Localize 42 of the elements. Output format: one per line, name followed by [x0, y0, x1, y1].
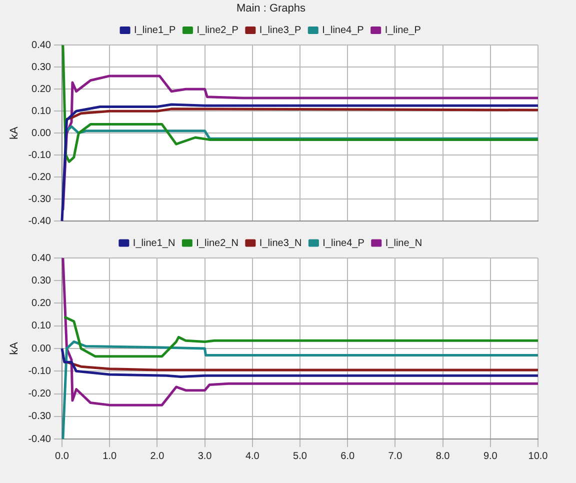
x-tick-label: 0.0	[55, 450, 70, 462]
x-tick-label: 2.0	[150, 450, 165, 462]
y-tick-label: 0.40	[32, 252, 52, 264]
legend-label: I_line2_N	[196, 238, 238, 249]
x-tick-label: 8.0	[436, 450, 450, 462]
x-tick-label: 3.0	[198, 450, 212, 462]
y-tick-label: 0.30	[32, 275, 52, 286]
legend-label: I_line4_P	[322, 24, 364, 36]
y-tick-label: 0.20	[32, 298, 52, 309]
x-tick-label: 7.0	[388, 450, 403, 462]
legend-label: I_line2_P	[196, 24, 239, 36]
y-tick-label: 0.00	[32, 343, 52, 354]
y-tick-label: -0.20	[28, 172, 52, 183]
legend-label: I_line1_N	[132, 238, 176, 249]
legend-label: I_line3_N	[259, 238, 302, 249]
y-tick-label: -0.30	[28, 411, 52, 422]
y-tick-label: 0.10	[32, 106, 52, 117]
x-tick-label: 5.0	[293, 450, 308, 462]
y-tick-label: 0.00	[32, 128, 52, 139]
legend-label: I_line4_P	[322, 238, 365, 249]
y-axis-title: kA	[8, 126, 21, 140]
y-tick-label: -0.10	[28, 150, 52, 161]
y-tick-label: -0.40	[28, 216, 52, 227]
y-tick-label: 0.10	[32, 320, 52, 332]
x-tick-label: 9.0	[483, 450, 498, 462]
x-tick-label: 1.0	[102, 450, 117, 462]
y-tick-label: 0.30	[32, 62, 52, 73]
x-tick-label: 6.0	[340, 450, 355, 462]
y-tick-label: -0.30	[28, 194, 52, 205]
y-tick-label: 0.40	[32, 40, 52, 51]
legend-label: I_line3_P	[259, 24, 302, 36]
y-tick-label: 0.20	[32, 84, 52, 95]
chart-title: Main : Graphs	[236, 2, 306, 15]
y-axis-title: kA	[8, 341, 21, 355]
legend-label: I_line1_P	[134, 24, 176, 36]
y-tick-label: -0.40	[28, 434, 52, 445]
legend-label: I_line_N	[385, 238, 422, 249]
x-tick-label: 10.0	[528, 450, 548, 462]
y-tick-label: -0.10	[28, 366, 52, 377]
x-tick-label: 4.0	[245, 450, 260, 462]
y-tick-label: -0.20	[28, 388, 52, 400]
legend-label: I_line_P	[384, 24, 422, 36]
